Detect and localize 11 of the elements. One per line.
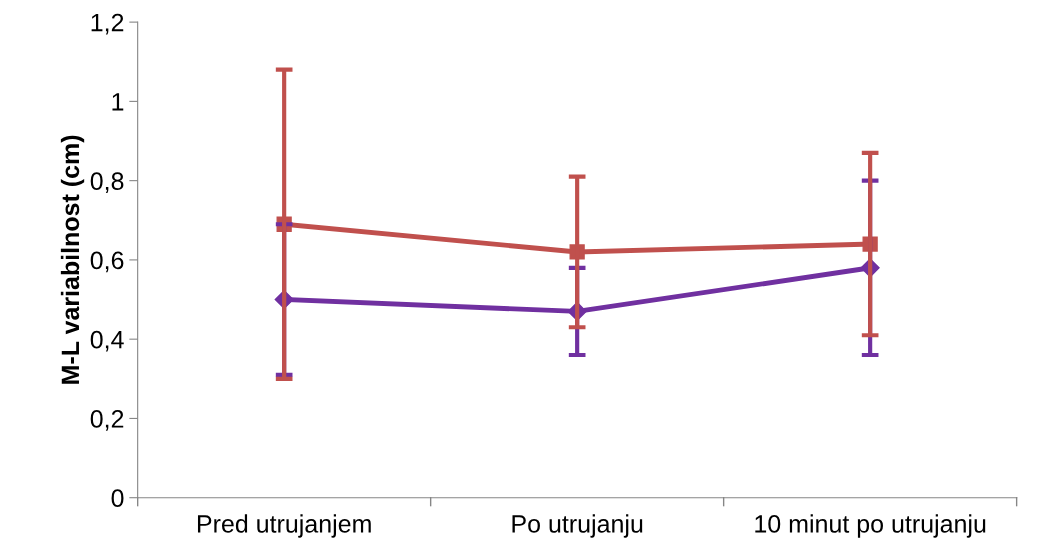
y-tick-label: 0,8 xyxy=(90,172,124,193)
y-tick-label: 0,4 xyxy=(90,330,124,352)
y-tick-label: 1,2 xyxy=(91,13,124,35)
x-tick-label: Po utrujanju xyxy=(512,514,643,538)
y-tick-label: 0 xyxy=(111,489,124,507)
y-axis-title: M-L variabilnost (cm) xyxy=(60,135,85,384)
x-tick-label: Pred utrujanjem xyxy=(197,514,371,538)
y-tick-label: 0,2 xyxy=(90,410,124,431)
x-tick-label: 10 minut po utrujanju xyxy=(755,514,986,538)
y-tick-label: 0,6 xyxy=(90,251,124,273)
y-tick-label: 1 xyxy=(112,93,124,111)
